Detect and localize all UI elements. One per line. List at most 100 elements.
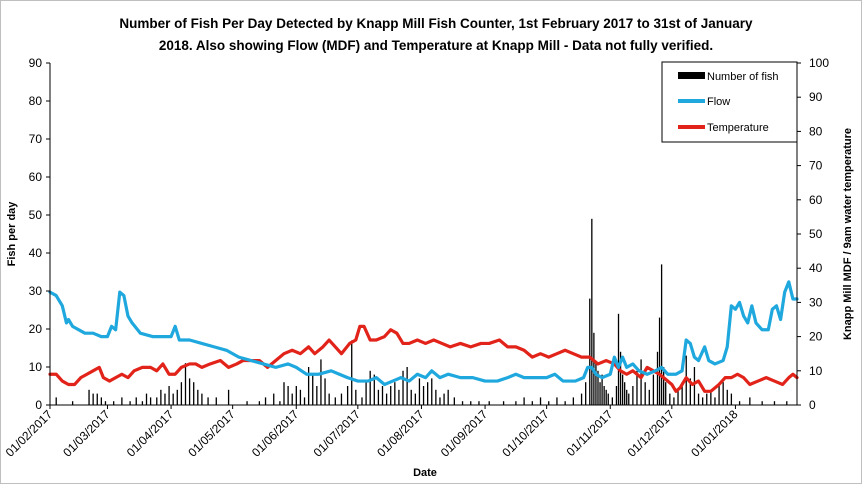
series-lines <box>48 280 799 393</box>
fish-bar <box>439 397 441 405</box>
fish-bar <box>669 393 671 405</box>
fish-bar <box>714 397 716 405</box>
fish-bar <box>264 397 267 405</box>
fish-bar <box>628 393 630 405</box>
fish-bar <box>652 374 655 405</box>
fish-bar <box>761 401 763 405</box>
flow-line <box>48 280 799 387</box>
fish-bar <box>591 218 593 405</box>
fish-bar <box>726 389 728 405</box>
fish-bar <box>176 389 178 405</box>
fish-bar <box>636 370 638 405</box>
fish-bar <box>135 397 137 405</box>
fish-bar <box>141 401 144 405</box>
y-left-tick-label: 20 <box>29 322 43 336</box>
fish-bar <box>621 374 624 405</box>
y-right-tick-label: 80 <box>809 124 823 138</box>
y-left-tick-label: 90 <box>29 56 43 70</box>
fish-bar <box>113 401 115 405</box>
temperature-line <box>48 324 799 393</box>
fish-bar <box>156 397 158 405</box>
fish-bar <box>710 389 712 405</box>
fish-bar <box>207 397 209 405</box>
fish-bar <box>730 393 733 405</box>
fish-bar <box>749 397 751 405</box>
fish-bar <box>658 317 661 405</box>
fish-bar <box>149 397 152 405</box>
y-right-tick-label: 0 <box>809 398 816 412</box>
fish-bar <box>369 370 371 405</box>
fish-bar <box>273 393 275 405</box>
legend-label-flow: Flow <box>707 96 730 108</box>
fish-bar <box>443 393 445 405</box>
fish-bar <box>617 313 620 405</box>
fish-bar <box>92 393 94 405</box>
fish-bar <box>96 393 98 405</box>
y-right-tick-label: 90 <box>809 90 823 104</box>
fish-bar <box>470 401 472 405</box>
fish-bar <box>334 397 336 405</box>
fish-bar <box>632 386 634 405</box>
fish-bar <box>461 401 464 405</box>
fish-bar <box>316 386 318 405</box>
fish-bar <box>660 264 663 405</box>
fish-bar <box>227 389 230 405</box>
fish-bar <box>585 382 587 405</box>
fish-bar <box>673 397 675 405</box>
fish-bar <box>693 367 696 405</box>
fish-bar <box>595 363 597 405</box>
fish-bar <box>706 393 708 405</box>
y-right-tick-label: 70 <box>809 159 823 173</box>
fish-bar <box>71 401 74 405</box>
y-left-tick-label: 40 <box>29 246 43 260</box>
fish-bar <box>605 389 607 405</box>
fish-bar <box>701 397 704 405</box>
y-axis-right-title: Knapp Mill MDF / 9am water temperature <box>842 128 854 340</box>
fish-bar <box>738 401 741 405</box>
fish-bar <box>283 382 285 405</box>
fish-bar <box>197 389 199 405</box>
fish-bar <box>324 378 326 405</box>
y-right-tick-label: 50 <box>809 227 823 241</box>
fish-bar <box>626 389 628 405</box>
fish-bar <box>539 397 542 405</box>
fish-bar <box>648 389 650 405</box>
fish-bar <box>722 382 724 405</box>
fish-bar <box>188 378 191 405</box>
fish-bar <box>572 397 575 405</box>
fish-bar <box>773 401 776 405</box>
y-right-tick-label: 60 <box>809 193 823 207</box>
fish-bar <box>431 378 433 405</box>
y-left-tick-label: 50 <box>29 208 43 222</box>
y-right-tick-label: 20 <box>809 330 823 344</box>
fish-bar <box>377 389 380 405</box>
fish-bar <box>346 386 349 405</box>
legend-swatch-fish <box>678 72 705 79</box>
fish-bar <box>599 382 601 405</box>
fish-bar <box>351 340 353 405</box>
fish-bar <box>193 382 195 405</box>
fish-bar <box>681 382 683 405</box>
fish-bar <box>689 378 691 405</box>
fish-bar <box>215 397 217 405</box>
fish-bar <box>656 351 659 405</box>
chart-title-line-2: 2018. Also showing Flow (MDF) and Temper… <box>159 38 713 53</box>
fish-bar <box>279 401 281 405</box>
fish-bar <box>291 393 293 405</box>
fish-bar <box>121 397 123 405</box>
legend-label-fish: Number of fish <box>707 71 779 83</box>
y-left-tick-label: 80 <box>29 94 43 108</box>
y-right-tick-label: 100 <box>809 56 829 70</box>
fish-bar <box>55 397 57 405</box>
fish-bar <box>597 370 599 405</box>
fish-bar <box>258 401 261 405</box>
fish-bar <box>410 389 412 405</box>
fish-bar <box>786 401 788 405</box>
fish-bar <box>502 401 505 405</box>
fish-bar <box>340 393 343 405</box>
fish-bar <box>624 382 626 405</box>
fish-bar <box>548 401 550 405</box>
fish-bar <box>619 351 622 405</box>
